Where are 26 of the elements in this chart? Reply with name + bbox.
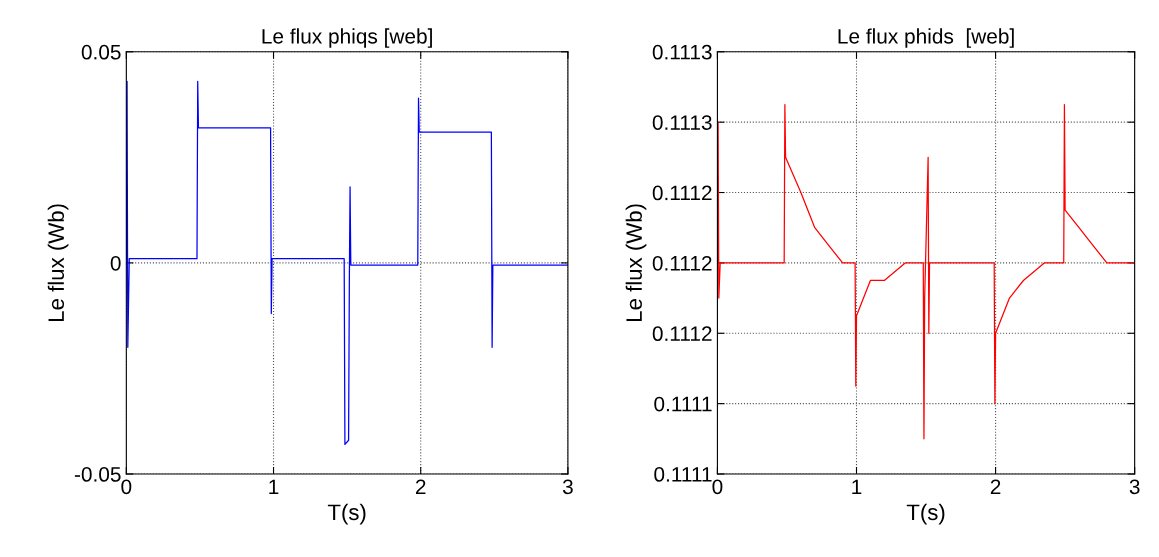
y-axis-title: Le flux (Wb) <box>47 204 69 321</box>
y-tick-label: 0.05 <box>81 44 121 60</box>
x-tick-label: 0 <box>712 479 723 495</box>
y-tick-label: 0.1112 <box>652 326 712 342</box>
line-series <box>126 80 568 446</box>
chart-title: Le flux phids [web] <box>838 28 1014 48</box>
y-tick-label: 0.1113 <box>652 44 712 60</box>
y-tick-label: 0.1113 <box>652 115 712 130</box>
x-axis-title: T(s) <box>906 503 945 525</box>
y-tick-label: 0.1111 <box>654 396 712 412</box>
y-axis-title: Le flux (Wb) <box>625 204 647 321</box>
chart-title: Le flux phiqs [web] <box>262 28 432 48</box>
y-tick-label: -0.05 <box>74 467 121 482</box>
x-axis-title: T(s) <box>327 503 366 525</box>
x-tick-label: 1 <box>269 479 279 494</box>
x-tick-label: 0 <box>121 479 132 495</box>
x-tick-label: 2 <box>415 479 426 494</box>
x-tick-label: 3 <box>1129 479 1140 495</box>
y-tick-label: 0.1111 <box>654 467 712 482</box>
x-tick-label: 1 <box>852 479 862 494</box>
y-tick-label: 0.1112 <box>652 185 712 201</box>
x-tick-label: 3 <box>562 479 573 495</box>
x-tick-label: 2 <box>990 479 1001 494</box>
y-tick-label: 0.1112 <box>652 255 712 271</box>
y-tick-label: 0 <box>110 255 121 271</box>
line-series <box>717 103 1135 440</box>
